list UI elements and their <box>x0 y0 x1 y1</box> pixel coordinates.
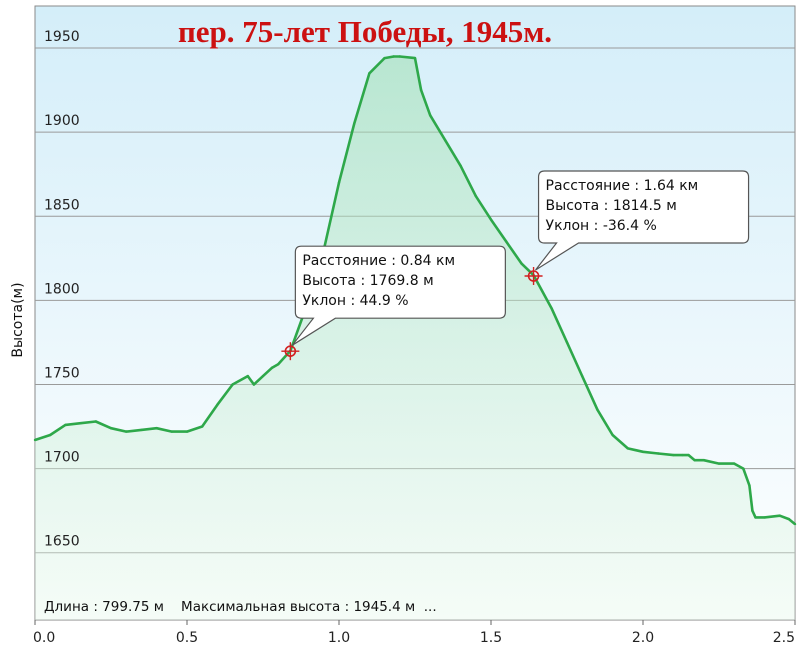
y-tick-label: 1950 <box>44 29 80 45</box>
chart-title: пер. 75-лет Победы, 1945м. <box>178 14 552 49</box>
y-axis-label: Высота(м) <box>10 282 26 357</box>
x-tick-label: 1.5 <box>480 630 502 646</box>
tooltip-line: Уклон : -36.4 % <box>546 218 657 234</box>
data-point <box>702 459 705 462</box>
data-point <box>489 218 493 221</box>
data-point <box>155 427 158 430</box>
tooltip-line: Уклон : 44.9 % <box>302 293 408 309</box>
data-point <box>748 484 751 487</box>
x-tick-label: 1.0 <box>328 630 350 646</box>
data-point <box>550 307 553 310</box>
tooltip-line: Расстояние : 1.64 км <box>546 178 699 194</box>
data-point <box>383 56 386 60</box>
data-point <box>754 516 757 519</box>
data-point <box>459 164 462 167</box>
data-point <box>693 459 696 462</box>
tooltip-callout: Расстояние : 0.84 км Высота : 1769.8 м Укл… <box>281 245 506 361</box>
data-point <box>94 420 98 423</box>
x-tick-labels: 0.0 0.5 1.0 1.5 2.0 2.5 <box>33 620 796 646</box>
elevation-area-fill <box>35 56 795 620</box>
x-tick-label: 2.5 <box>773 630 795 646</box>
data-point <box>216 403 219 406</box>
data-point <box>778 514 781 517</box>
data-point <box>611 433 614 437</box>
y-tick-label: 1750 <box>44 365 80 381</box>
data-point <box>170 430 173 433</box>
data-point <box>565 341 569 344</box>
data-point <box>687 453 690 457</box>
x-tick-label: 0.0 <box>33 630 55 646</box>
y-tick-label: 1650 <box>44 534 80 550</box>
y-tick-label: 1900 <box>44 113 80 129</box>
data-point <box>793 522 797 526</box>
data-point <box>109 427 113 430</box>
crosshair-marker-icon <box>524 266 543 285</box>
data-point <box>64 423 67 427</box>
data-point <box>657 452 660 455</box>
y-tick-label: 1700 <box>44 450 80 466</box>
data-point <box>505 240 508 243</box>
y-tick-labels: 1650 1700 1750 1800 1850 1900 1950 <box>44 29 80 550</box>
data-point <box>392 55 395 58</box>
footer-summary: Длина : 799.75 м Максимальная высота : 1… <box>44 599 437 615</box>
data-point <box>751 509 754 512</box>
data-point <box>581 374 584 378</box>
data-point <box>277 363 280 366</box>
area-layer <box>33 55 797 620</box>
data-point <box>246 374 249 378</box>
data-point <box>201 425 204 428</box>
data-point <box>742 467 745 470</box>
tooltips: Расстояние : 0.84 км Высота : 1769.8 м Укл… <box>281 170 750 361</box>
data-point <box>261 374 265 378</box>
tooltip-line: Расстояние : 0.84 км <box>302 253 455 269</box>
data-point <box>596 408 599 411</box>
data-point <box>419 88 423 92</box>
data-point <box>413 56 417 60</box>
tooltip-line: Высота : 1769.8 м <box>302 273 433 289</box>
data-point <box>270 366 274 369</box>
data-point <box>79 422 82 425</box>
data-point <box>185 430 189 433</box>
data-point <box>444 139 447 142</box>
data-point <box>717 462 721 465</box>
data-point <box>733 462 736 465</box>
crosshair-marker-icon <box>281 342 300 361</box>
data-point <box>368 72 371 75</box>
tooltip-box <box>535 170 750 271</box>
data-point <box>641 450 645 453</box>
data-point <box>626 447 629 450</box>
data-point <box>231 383 234 386</box>
tooltip-box <box>291 245 506 346</box>
data-point <box>672 453 675 457</box>
tooltip-line: Высота : 1814.5 м <box>546 198 677 214</box>
data-point <box>681 453 684 457</box>
data-point <box>787 517 791 521</box>
tooltip-callout: Расстояние : 1.64 км Высота : 1814.5 м Укл… <box>524 170 750 285</box>
data-point <box>125 430 128 433</box>
data-point <box>49 433 52 437</box>
data-point <box>140 428 143 432</box>
data-point <box>33 438 37 442</box>
data-point <box>398 55 401 58</box>
data-point <box>353 122 356 126</box>
y-tick-label: 1850 <box>44 197 80 213</box>
y-tick-label: 1800 <box>44 281 80 297</box>
x-tick-label: 0.5 <box>176 630 198 646</box>
x-tick-label: 2.0 <box>632 630 654 646</box>
data-point <box>337 181 341 184</box>
data-point <box>763 516 766 519</box>
data-point <box>520 262 523 265</box>
data-point <box>474 194 477 198</box>
data-point <box>252 383 256 386</box>
data-point <box>429 114 432 117</box>
